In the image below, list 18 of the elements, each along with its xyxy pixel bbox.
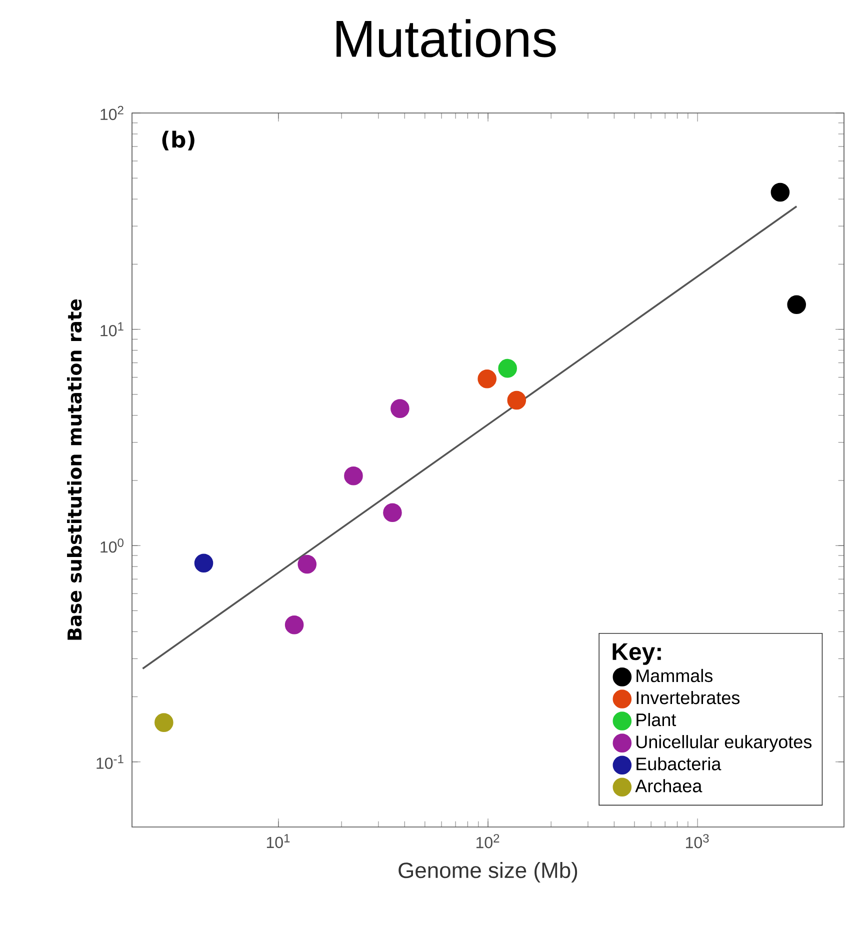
legend-label: Mammals [636,668,712,682]
x-axis-title: Genome size (Mb) [398,862,578,882]
y-tick-label: 10$^{-1}$ [96,754,124,769]
x-tick-label: 10$^{3}$ [686,834,709,848]
chart-title: Mutations [336,19,556,58]
x-tick-label: 10$^{2}$ [476,834,500,848]
y-tick-label: 10$^{0}$ [100,538,124,553]
legend-label: Plant [636,713,676,726]
legend-label: Eubacteria [636,757,722,770]
y-tick-label: 10$^{1}$ [100,322,124,336]
legend-title: Key: [612,643,661,665]
x-tick-label: 10$^{1}$ [266,834,290,848]
annotation: (b) [162,130,194,150]
y-tick-label: 10$^{2}$ [100,106,124,120]
legend-label: Unicellular eukaryotes [636,735,812,752]
legend-label: Archaea [635,779,702,792]
legend-label: Invertebrates [636,690,740,704]
y-axis-title: Base substitution mutation rate [67,299,82,640]
